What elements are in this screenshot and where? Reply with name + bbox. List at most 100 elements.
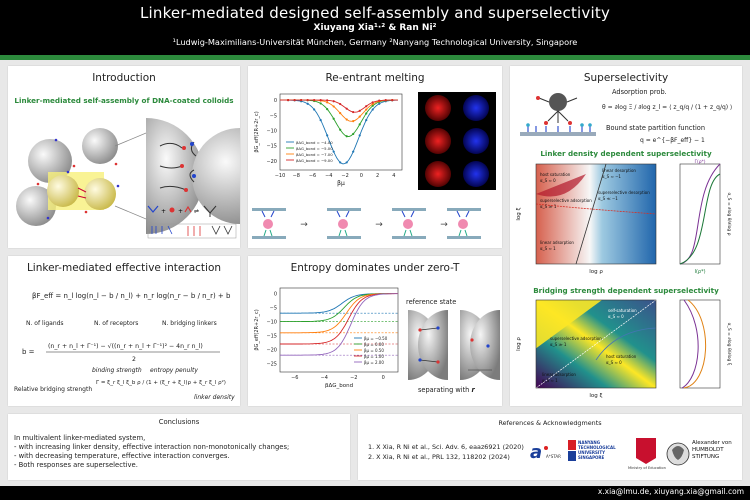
data-point xyxy=(358,115,361,118)
gamma-equation: Γ = ξ_r ξ_l ξ_b ρ / (1 + (ξ_r + ξ_l)ρ + … xyxy=(96,380,226,386)
boundary-line xyxy=(535,299,657,389)
linker-density-subtitle: Linker density dependent superselectivit… xyxy=(540,149,712,158)
data-point xyxy=(319,99,322,102)
data-point xyxy=(319,102,322,105)
legend-entry: βμ = 1.00 xyxy=(364,354,384,359)
region-label: α_S ≪ −1 xyxy=(598,196,618,201)
side-curve xyxy=(679,163,721,265)
introduction-subtitle: Linker-mediated self-assembly of DNA-coa… xyxy=(14,96,234,105)
data-point xyxy=(332,117,335,120)
data-point xyxy=(326,99,329,102)
data-point xyxy=(332,105,335,108)
side-curve xyxy=(683,299,706,389)
label-ligands: N. of ligands xyxy=(26,320,64,327)
receptor-stem xyxy=(261,210,275,218)
adsorption-schematic xyxy=(520,93,596,136)
data-point xyxy=(339,128,342,131)
legend-entry: βΔG_bond = −9.00 xyxy=(296,158,333,163)
y-tick-label: −20 xyxy=(266,159,277,165)
linker-blob xyxy=(458,219,468,229)
linker-blob xyxy=(338,219,348,229)
data-point xyxy=(352,120,355,123)
region-label: α_S ≫ 1 xyxy=(540,204,557,209)
surface xyxy=(327,208,361,211)
data-point xyxy=(293,98,296,102)
introduction-title: Introduction xyxy=(92,72,156,84)
y-tick-label: 0 xyxy=(274,98,277,104)
references-title: References & Acknowledgments xyxy=(498,419,602,427)
x-tick-label: 0 xyxy=(360,173,363,179)
data-point xyxy=(332,150,335,153)
q-equation: q = e^{−βF_eff} − 1 xyxy=(640,137,705,144)
plot-frame xyxy=(535,163,657,265)
label-bridging-linkers: N. bridging linkers xyxy=(162,320,217,327)
plot-frame xyxy=(279,93,403,171)
y-tick-label: −15 xyxy=(266,334,277,340)
data-point xyxy=(306,102,309,105)
b-equation-lhs: b = xyxy=(22,348,35,356)
data-point xyxy=(391,98,394,102)
data-point xyxy=(371,101,374,104)
data-point xyxy=(365,112,368,115)
surface xyxy=(327,236,361,239)
y-tick-label: −20 xyxy=(266,348,277,354)
side-y-label: α_S = ∂log θ/∂log ξ xyxy=(726,323,732,366)
svg-text:⇌: ⇌ xyxy=(194,208,199,215)
data-point xyxy=(352,110,355,114)
reference-list: 1. X Xia, R Ni et al., Sci. Adv. 6, eaaz… xyxy=(368,442,524,462)
binding-strength-label: binding strength xyxy=(92,367,142,374)
surface xyxy=(252,236,286,239)
reentrant-melting-title: Re-entrant melting xyxy=(325,72,425,84)
side-frame xyxy=(679,299,721,389)
linker-blob xyxy=(263,219,273,229)
separating-text: separating with xyxy=(418,386,470,394)
contact-email[interactable]: x.xia@lmu.de, xiuyang.xia@gmail.com xyxy=(597,487,744,496)
x-tick-label: −6 xyxy=(309,173,316,179)
data-point xyxy=(287,98,290,102)
region-label: α_S ≈ 1 xyxy=(540,246,556,251)
data-point xyxy=(313,108,316,111)
free-energy-equation: βF_eff = n_l log(n_l − b / n_l) + n_r lo… xyxy=(32,292,231,300)
bridging-strength-subtitle: Bridging strength dependent superselecti… xyxy=(533,286,719,295)
simulation-snapshots xyxy=(418,92,496,190)
entropy-schematic xyxy=(408,310,500,380)
region-label: superselective desorption xyxy=(598,190,650,195)
data-point xyxy=(358,123,361,126)
data-point xyxy=(300,98,303,102)
x-tick-label: −10 xyxy=(275,173,286,179)
data-point xyxy=(345,118,348,121)
conclusions-panel: Conclusions In multivalent linker-mediat… xyxy=(8,414,350,480)
x-tick-label: −8 xyxy=(293,173,300,179)
region-label: host saturation xyxy=(540,172,571,177)
y-axis-label: βG_eff(2R+2r_c) xyxy=(254,111,260,152)
data-point xyxy=(326,108,329,111)
x-axis-label: log ξ xyxy=(589,393,602,399)
region-label: self-saturation xyxy=(608,308,637,313)
region-label: α_S ≫ 1 xyxy=(550,342,567,347)
logo-astar: a A*STAR xyxy=(528,436,566,470)
label-receptors: N. of receptors xyxy=(94,320,139,327)
svg-text:+: + xyxy=(161,208,166,215)
data-point xyxy=(313,98,316,102)
series-line xyxy=(280,99,398,137)
logo-moe: Ministry of Education xyxy=(626,436,666,472)
references-panel: References & Acknowledgments 1. X Xia, R… xyxy=(358,414,742,480)
separating-label: separating with r xyxy=(418,386,475,394)
data-point xyxy=(339,112,342,115)
effective-interaction-panel: Linker-mediated effective interaction βF… xyxy=(8,256,240,406)
arrow-icon: → xyxy=(440,220,448,230)
data-point xyxy=(358,134,361,137)
side-curve xyxy=(681,299,699,389)
superselectivity-panel: Superselectivity Adsorption prob. θ = ∂l… xyxy=(510,66,742,406)
region-label: α_S ≈ 0 xyxy=(606,360,622,365)
y-tick-label: −5 xyxy=(270,306,277,312)
data-point xyxy=(352,150,355,153)
data-point xyxy=(345,107,348,110)
x-tick-label: −2 xyxy=(350,375,357,381)
series-line xyxy=(280,293,398,356)
side-x-label: I(ρ*) xyxy=(694,269,705,275)
b-equation: b = (n_r + n_l + Γ⁻¹) − √((n_r + n_l + Γ… xyxy=(22,343,220,363)
surface xyxy=(447,236,481,239)
b-equation-denominator: 2 xyxy=(132,356,136,363)
surface xyxy=(392,208,426,211)
